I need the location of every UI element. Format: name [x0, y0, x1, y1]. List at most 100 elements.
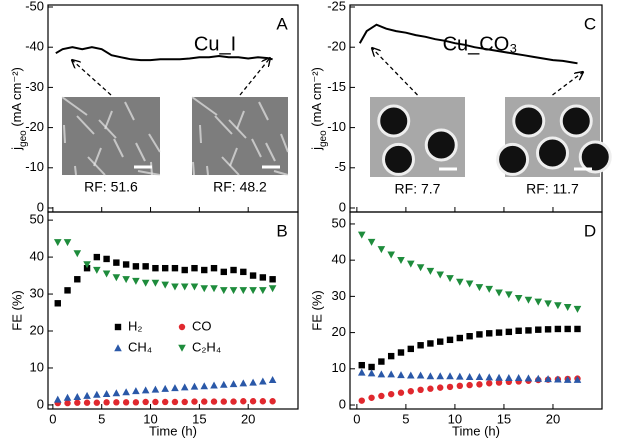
marker-triangle-up: [514, 374, 523, 382]
axes-frame: [47, 211, 299, 410]
marker-triangle-down: [416, 264, 425, 272]
marker-circle: [476, 381, 483, 388]
panel-label: A: [276, 14, 288, 33]
marker-circle: [122, 399, 130, 406]
legend-label: CH₄: [128, 339, 152, 354]
roughness-factor: RF: 51.6: [84, 179, 138, 195]
marker-triangle-down: [465, 280, 474, 288]
y-axis-label: FE (%): [9, 290, 24, 330]
marker-triangle-up: [397, 371, 405, 379]
marker-circle: [417, 386, 424, 394]
callout-arrow: [552, 72, 584, 96]
marker-circle: [486, 380, 493, 387]
marker-triangle-up: [446, 372, 454, 380]
inset-texture: [192, 161, 195, 176]
y-tick-label: -10: [327, 119, 346, 134]
inset-texture: [191, 96, 218, 116]
callout-arrow: [372, 48, 418, 96]
marker-circle: [132, 399, 140, 406]
inset-texture: [265, 142, 276, 162]
marker-square: [554, 325, 562, 333]
marker-circle: [171, 398, 179, 406]
marker-circle: [142, 398, 149, 406]
legend-swatch: [178, 323, 186, 331]
panel-label: D: [584, 221, 596, 240]
current-line: [55, 46, 273, 62]
inset-texture: [63, 124, 66, 144]
marker-triangle-down: [268, 285, 277, 293]
y-tick-label: 40: [30, 249, 44, 264]
inset-texture: [236, 110, 245, 130]
marker-triangle-down: [63, 239, 72, 247]
marker-triangle-up: [259, 377, 267, 385]
marker-triangle-down: [102, 270, 111, 278]
marker-triangle-up: [93, 390, 101, 398]
marker-square: [64, 287, 71, 294]
marker-square: [387, 352, 395, 360]
y-tick-label: -20: [25, 119, 44, 134]
x-tick-label: 15: [497, 411, 511, 426]
marker-square: [54, 300, 61, 307]
y-tick-label: 30: [332, 288, 346, 303]
marker-triangle-down: [397, 256, 405, 264]
inset-texture: [124, 101, 135, 121]
marker-triangle-down: [456, 278, 464, 286]
marker-circle: [446, 383, 454, 391]
y-tick-label: -50: [25, 0, 44, 13]
marker-square: [103, 255, 110, 263]
marker-circle: [64, 399, 71, 407]
marker-triangle-up: [180, 383, 189, 391]
inset-texture: [113, 138, 124, 158]
inset-texture: [76, 115, 95, 135]
marker-triangle-down: [573, 305, 582, 313]
y-tick-label: 0: [339, 396, 346, 411]
marker-triangle-down: [229, 287, 238, 295]
marker-square: [240, 268, 247, 276]
marker-circle: [103, 399, 110, 406]
marker-triangle-up: [200, 382, 209, 390]
marker-circle: [93, 399, 101, 406]
marker-circle: [152, 398, 159, 406]
marker-triangle-down: [544, 300, 552, 308]
roughness-factor: RF: 11.7: [526, 181, 579, 197]
marker-square: [269, 276, 276, 283]
marker-triangle-down: [200, 285, 209, 293]
marker-square: [535, 326, 542, 333]
x-tick-label: 10: [143, 411, 157, 426]
marker-triangle-up: [239, 379, 248, 387]
y-tick-label: 10: [332, 360, 346, 375]
marker-square: [358, 361, 365, 369]
marker-triangle-down: [446, 275, 454, 283]
marker-triangle-down: [239, 287, 248, 295]
marker-square: [437, 338, 444, 345]
legend-label: C₂H₄: [192, 339, 221, 354]
marker-circle: [181, 398, 188, 406]
marker-square: [93, 253, 101, 261]
marker-square: [564, 325, 571, 333]
panel-label: B: [276, 221, 287, 240]
marker-triangle-up: [426, 372, 435, 380]
marker-square: [476, 331, 483, 338]
marker-square: [456, 334, 464, 342]
marker-triangle-up: [563, 375, 572, 383]
inset-hole: [496, 142, 530, 176]
marker-triangle-down: [249, 287, 257, 295]
callout-arrow: [72, 60, 112, 96]
y-axis-label-part: geo: [18, 130, 29, 147]
marker-triangle-up: [73, 393, 82, 401]
marker-triangle-down: [534, 298, 543, 306]
marker-circle: [397, 389, 405, 396]
marker-square: [427, 340, 434, 347]
inset-hole: [559, 104, 593, 138]
marker-square: [407, 345, 414, 353]
inset-hole: [536, 136, 569, 170]
marker-triangle-up: [465, 372, 474, 380]
inset-texture: [206, 165, 209, 176]
marker-circle: [387, 390, 395, 398]
inset-texture: [135, 142, 146, 162]
marker-square: [201, 266, 208, 274]
panel-title: Cu_I: [194, 33, 236, 55]
inset-hole: [512, 104, 546, 138]
marker-square: [378, 358, 385, 365]
